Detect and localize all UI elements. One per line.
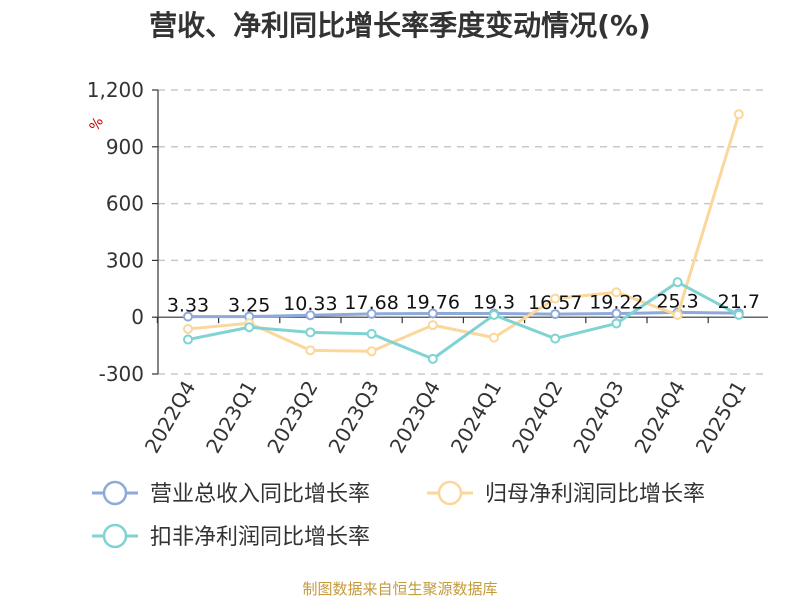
- data-point[interactable]: [489, 309, 499, 320]
- data-label: 17.68: [344, 292, 398, 314]
- legend-label[interactable]: 归母净利润同比增长率: [485, 482, 705, 507]
- data-point[interactable]: [672, 309, 683, 320]
- data-point[interactable]: [305, 310, 316, 321]
- series-line-2: [187, 280, 740, 361]
- data-point[interactable]: [305, 327, 316, 338]
- legend-swatch-marker: [102, 523, 128, 549]
- x-tick-label: 2024Q1: [446, 377, 506, 458]
- data-point[interactable]: [183, 311, 193, 322]
- grid-lines: [158, 89, 768, 375]
- data-point[interactable]: [427, 308, 438, 319]
- data-point[interactable]: [366, 346, 377, 357]
- series-lines: [183, 109, 744, 364]
- y-tick-label: 0: [131, 305, 144, 329]
- data-point[interactable]: [611, 318, 622, 329]
- data-label: 19.76: [406, 291, 460, 313]
- data-point[interactable]: [427, 320, 438, 331]
- x-tick-label: 2024Q2: [507, 377, 567, 458]
- legend-label[interactable]: 营业总收入同比增长率: [150, 482, 370, 507]
- data-label: 3.25: [228, 295, 270, 317]
- data-label: 3.33: [167, 295, 209, 317]
- x-tick-label: 2025Q1: [691, 377, 751, 458]
- data-point[interactable]: [611, 287, 622, 298]
- x-tick-label: 2022Q4: [140, 377, 200, 458]
- series-line-0: [187, 310, 739, 319]
- data-point[interactable]: [183, 334, 193, 345]
- data-point[interactable]: [733, 109, 744, 120]
- data-point[interactable]: [672, 277, 683, 288]
- data-point[interactable]: [550, 293, 561, 304]
- data-label: 21.7: [718, 291, 760, 313]
- x-tick-label: 2023Q3: [323, 377, 383, 458]
- data-point[interactable]: [427, 353, 438, 364]
- y-tick-label: 900: [106, 135, 144, 159]
- y-tick-labels: -300 0 300 600 900 1,200: [87, 78, 144, 386]
- source-note: 制图数据来自恒生聚源数据库: [302, 580, 498, 598]
- data-label: 16.57: [528, 292, 582, 314]
- x-tick-labels: 2022Q4 2023Q1 2023Q2 2023Q3 2023Q4 2024Q1 2024…: [140, 377, 751, 458]
- data-point[interactable]: [244, 322, 255, 333]
- x-tick-label: 2023Q2: [262, 377, 322, 458]
- data-point[interactable]: [183, 323, 193, 334]
- data-point[interactable]: [305, 345, 316, 356]
- y-unit-label: %: [87, 114, 108, 134]
- legend-swatch-marker: [102, 480, 128, 506]
- data-point[interactable]: [733, 309, 744, 320]
- data-label: 10.33: [283, 293, 337, 315]
- x-tick-label: 2024Q4: [629, 377, 689, 458]
- data-point[interactable]: [489, 332, 499, 343]
- legend-label[interactable]: 扣非净利润同比增长率: [150, 525, 370, 550]
- y-tick-label: 300: [106, 248, 144, 272]
- data-point[interactable]: [550, 309, 561, 320]
- data-label: 19.22: [589, 292, 643, 314]
- data-point[interactable]: [366, 308, 377, 319]
- x-tick-label: 2023Q4: [385, 377, 445, 458]
- data-point[interactable]: [550, 333, 561, 344]
- data-label: 25.3: [656, 290, 698, 312]
- data-point[interactable]: [366, 328, 377, 339]
- data-labels: 3.33 3.25 10.33 17.68 19.76 19.3 16.57 19.22 25.…: [167, 290, 760, 316]
- legend-swatch-marker: [437, 480, 463, 506]
- x-tick-label: 2023Q1: [201, 377, 261, 458]
- y-tick-label: 1,200: [87, 78, 144, 102]
- data-label: 19.3: [473, 292, 515, 314]
- y-tick-label: 600: [106, 192, 144, 216]
- x-tick-label: 2024Q3: [568, 377, 628, 458]
- y-tick-label: -300: [99, 362, 144, 386]
- data-point[interactable]: [611, 308, 622, 319]
- chart-title: 营收、净利同比增长率季度变动情况(%): [149, 9, 651, 42]
